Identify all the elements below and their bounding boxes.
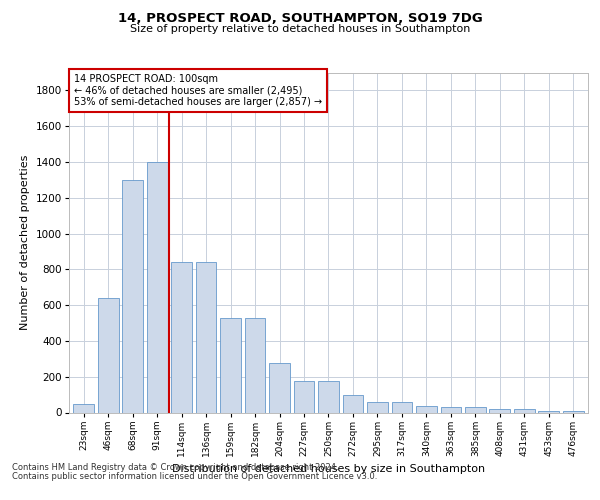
- Bar: [538, 410, 559, 412]
- Bar: [440, 407, 461, 412]
- Bar: [343, 394, 364, 412]
- Bar: [196, 262, 217, 412]
- Bar: [269, 364, 290, 412]
- Bar: [563, 410, 584, 412]
- Bar: [514, 409, 535, 412]
- Text: 14, PROSPECT ROAD, SOUTHAMPTON, SO19 7DG: 14, PROSPECT ROAD, SOUTHAMPTON, SO19 7DG: [118, 12, 482, 26]
- Bar: [98, 298, 119, 412]
- Bar: [122, 180, 143, 412]
- Text: Contains HM Land Registry data © Crown copyright and database right 2024.: Contains HM Land Registry data © Crown c…: [12, 464, 338, 472]
- Text: 14 PROSPECT ROAD: 100sqm
← 46% of detached houses are smaller (2,495)
53% of sem: 14 PROSPECT ROAD: 100sqm ← 46% of detach…: [74, 74, 322, 108]
- Bar: [73, 404, 94, 412]
- Y-axis label: Number of detached properties: Number of detached properties: [20, 155, 30, 330]
- Bar: [490, 409, 510, 412]
- Text: Size of property relative to detached houses in Southampton: Size of property relative to detached ho…: [130, 24, 470, 34]
- Bar: [245, 318, 265, 412]
- Bar: [220, 318, 241, 412]
- Bar: [367, 402, 388, 412]
- Bar: [293, 381, 314, 412]
- Bar: [318, 381, 339, 412]
- Text: Contains public sector information licensed under the Open Government Licence v3: Contains public sector information licen…: [12, 472, 377, 481]
- Bar: [392, 402, 412, 412]
- Bar: [147, 162, 167, 412]
- Bar: [465, 407, 486, 412]
- Bar: [416, 406, 437, 412]
- Bar: [171, 262, 192, 412]
- X-axis label: Distribution of detached houses by size in Southampton: Distribution of detached houses by size …: [172, 464, 485, 474]
